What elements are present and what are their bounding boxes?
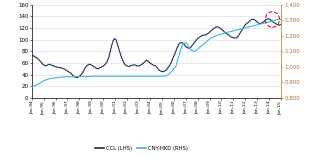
Legend: CCL (LHS), CNY-HKD (RHS): CCL (LHS), CNY-HKD (RHS) (93, 144, 190, 153)
